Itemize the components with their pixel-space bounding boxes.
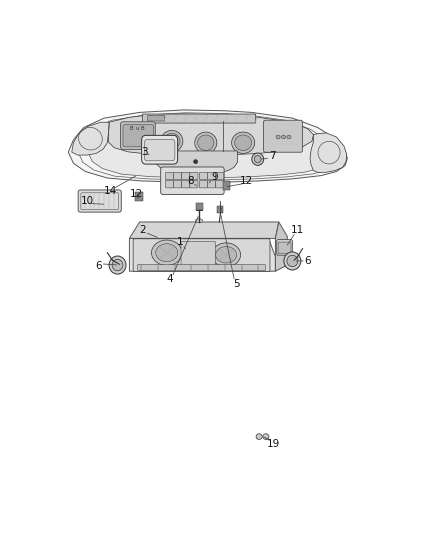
Text: 5: 5 [233,279,240,288]
FancyBboxPatch shape [215,181,224,188]
FancyBboxPatch shape [166,181,173,188]
Ellipse shape [284,252,301,270]
FancyBboxPatch shape [199,172,208,180]
Text: 6: 6 [304,256,311,266]
FancyBboxPatch shape [148,115,165,121]
Text: 4: 4 [167,274,173,285]
FancyBboxPatch shape [223,181,230,190]
Ellipse shape [161,131,183,152]
Ellipse shape [276,135,280,139]
FancyBboxPatch shape [190,172,198,180]
FancyBboxPatch shape [278,242,291,254]
FancyBboxPatch shape [264,120,303,152]
FancyBboxPatch shape [145,140,175,161]
Polygon shape [276,222,287,271]
Text: 10: 10 [81,197,94,206]
Text: 3: 3 [141,147,148,157]
Ellipse shape [164,133,180,149]
Text: 1: 1 [177,238,184,247]
Polygon shape [130,238,276,271]
Text: 11: 11 [291,225,304,235]
Ellipse shape [156,244,178,262]
FancyBboxPatch shape [199,181,208,188]
Ellipse shape [112,260,123,271]
Text: 9: 9 [211,172,218,182]
Ellipse shape [212,243,240,266]
FancyBboxPatch shape [138,265,265,270]
FancyBboxPatch shape [208,181,215,188]
FancyBboxPatch shape [135,192,143,200]
Text: B: B [129,126,133,131]
Polygon shape [108,114,314,155]
Ellipse shape [235,135,252,150]
Ellipse shape [194,159,198,164]
Text: 12: 12 [240,176,253,187]
FancyBboxPatch shape [173,172,182,180]
Text: 7: 7 [268,151,276,161]
FancyBboxPatch shape [181,241,215,268]
FancyBboxPatch shape [208,172,215,180]
Ellipse shape [195,132,217,154]
FancyBboxPatch shape [133,239,270,272]
FancyBboxPatch shape [120,122,155,149]
Polygon shape [310,133,346,172]
FancyBboxPatch shape [141,135,178,164]
FancyBboxPatch shape [182,181,190,188]
Text: 12: 12 [130,189,143,199]
Polygon shape [155,151,237,174]
Ellipse shape [215,247,237,263]
FancyBboxPatch shape [166,172,173,180]
FancyBboxPatch shape [190,181,198,188]
Text: 8: 8 [187,176,194,186]
Text: 14: 14 [104,186,117,196]
Ellipse shape [282,135,286,139]
FancyBboxPatch shape [196,204,203,210]
Text: u: u [135,126,139,131]
FancyBboxPatch shape [142,114,256,123]
FancyBboxPatch shape [182,172,190,180]
FancyBboxPatch shape [217,206,223,213]
Polygon shape [130,222,279,238]
Ellipse shape [252,153,264,165]
Ellipse shape [198,135,214,150]
Ellipse shape [256,434,262,440]
Text: B: B [141,126,144,131]
FancyBboxPatch shape [78,190,121,212]
Text: 2: 2 [140,225,146,235]
Ellipse shape [232,132,254,154]
Polygon shape [72,122,109,155]
Polygon shape [68,110,347,182]
Text: 19: 19 [267,439,280,449]
FancyBboxPatch shape [215,172,224,180]
Ellipse shape [195,219,203,223]
Ellipse shape [263,434,269,440]
Ellipse shape [254,156,261,163]
Ellipse shape [287,255,298,266]
FancyBboxPatch shape [123,125,154,147]
FancyBboxPatch shape [277,240,293,255]
Ellipse shape [109,256,126,274]
Ellipse shape [287,135,291,139]
Ellipse shape [152,240,182,265]
FancyBboxPatch shape [173,181,182,188]
FancyBboxPatch shape [161,167,224,195]
Polygon shape [88,116,328,177]
Text: 6: 6 [95,261,102,271]
